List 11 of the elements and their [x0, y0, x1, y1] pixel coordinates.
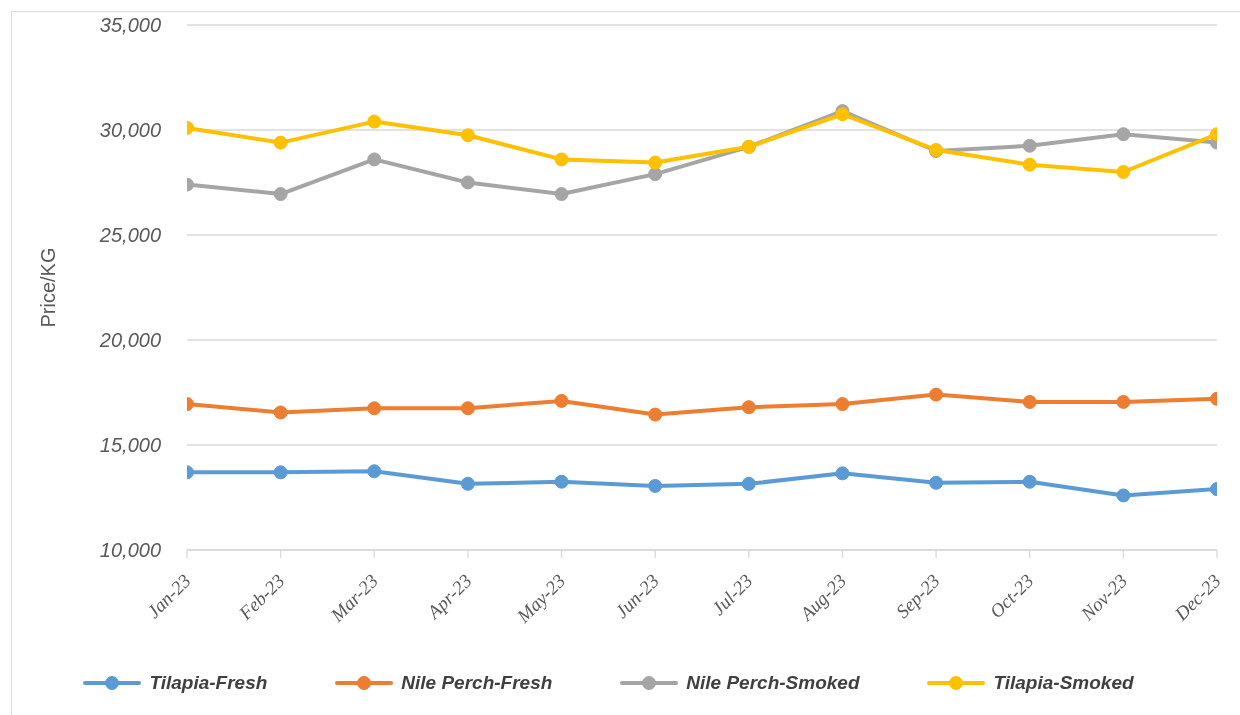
legend-label: Tilapia-Smoked: [993, 672, 1134, 694]
legend-label: Tilapia-Fresh: [149, 672, 268, 694]
y-tick-label: 35,000: [99, 14, 161, 37]
y-tick-label: 25,000: [98, 224, 161, 247]
y-tick-label: 30,000: [99, 119, 161, 142]
y-tick-label: 10,000: [99, 539, 161, 562]
legend-label: Nile Perch-Fresh: [401, 672, 553, 694]
y-tick-label: 15,000: [99, 434, 161, 457]
legend-label: Nile Perch-Smoked: [686, 672, 860, 694]
y-tick-label: 20,000: [98, 329, 161, 352]
y-axis-title: Price/KG: [37, 247, 60, 328]
